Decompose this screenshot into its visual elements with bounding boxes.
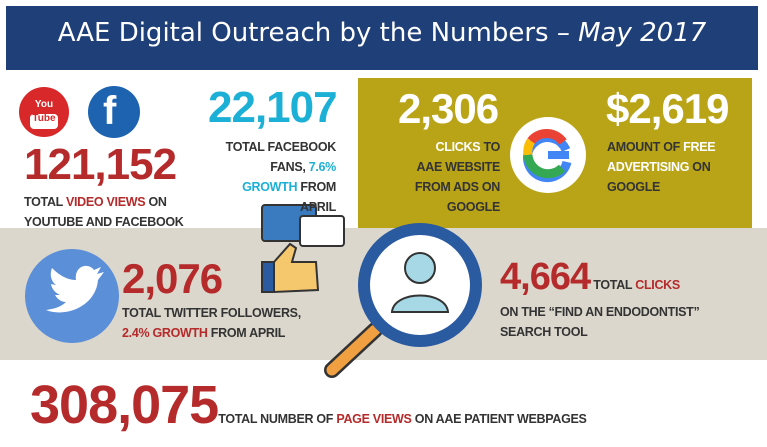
stat-caption: TOTAL VIDEO VIEWS ON YOUTUBE AND FACEBOO… xyxy=(24,192,184,232)
google-g-green xyxy=(523,154,566,179)
thumb-cuff xyxy=(261,261,275,293)
stat-caption: TOTAL TWITTER FOLLOWERS, 2.4% GROWTH FRO… xyxy=(122,303,307,343)
caption-part: CLICKS xyxy=(435,140,481,154)
facebook-f: f xyxy=(103,89,117,133)
stat-number: $2,619 xyxy=(606,85,729,132)
youtube-you: You xyxy=(34,99,54,110)
caption-part: ON GOOGLE xyxy=(607,160,711,194)
caption-part: ON THE “FIND AN ENDODONTIST” SEARCH TOOL xyxy=(500,305,700,339)
caption-part: TOTAL xyxy=(590,278,636,292)
caption-part: VIDEO VIEWS xyxy=(65,195,146,209)
caption-part: TOTAL TWITTER FOLLOWERS, xyxy=(122,306,301,320)
twitter-bird xyxy=(46,265,104,313)
chat-bubble-2 xyxy=(299,215,345,247)
stat-block: 4,664 TOTAL CLICKS ON THE “FIND AN ENDOD… xyxy=(500,258,740,342)
magnifier-lens xyxy=(358,223,482,347)
youtube-tube-box xyxy=(30,114,58,129)
header-title: AAE Digital Outreach by the Numbers – Ma… xyxy=(6,18,758,48)
google-g-yellow xyxy=(523,138,535,156)
title-month: May 2017 xyxy=(578,18,707,48)
stat-number: 308,075 xyxy=(30,375,219,435)
youtube-logo-text: You Tube xyxy=(30,100,58,124)
stat-number: 4,664 xyxy=(500,256,591,298)
caption-part: CLICKS xyxy=(635,278,680,292)
stat-block: 308,075TOTAL NUMBER OF PAGE VIEWS ON AAE… xyxy=(30,378,587,432)
caption-part: FROM APRIL xyxy=(207,326,286,340)
caption-part: TOTAL FACEBOOK FANS, xyxy=(225,140,337,174)
stat-number: 2,076 xyxy=(122,255,223,302)
title-text: AAE Digital Outreach by the Numbers – xyxy=(57,18,579,48)
caption-part: ON AAE PATIENT WEBPAGES xyxy=(411,412,587,426)
person-body xyxy=(390,294,450,313)
person-head xyxy=(404,252,436,284)
caption-part: FROM APRIL xyxy=(297,180,336,214)
caption-part: TO AAE WEBSITE FROM ADS ON GOOGLE xyxy=(414,140,500,214)
google-g-bar xyxy=(548,151,569,159)
thumb-hand xyxy=(273,242,320,294)
stat-number: 2,306 xyxy=(398,85,499,132)
caption-part: PAGE VIEWS xyxy=(336,412,412,426)
caption-part: 2.4% GROWTH xyxy=(122,326,208,340)
caption-part: AMOUNT OF xyxy=(607,140,684,154)
youtube-tube: Tube xyxy=(32,113,56,124)
facebook-icon xyxy=(88,86,140,138)
caption-part: TOTAL NUMBER OF xyxy=(218,412,337,426)
stat-caption: CLICKS TO AAE WEBSITE FROM ADS ON GOOGLE xyxy=(410,137,500,217)
caption-part: TOTAL xyxy=(24,195,66,209)
caption-part: FREE ADVERTISING xyxy=(607,140,716,174)
google-g-red xyxy=(527,129,567,145)
magnifier-handle xyxy=(326,324,381,376)
header-bar xyxy=(6,6,758,70)
caption-part: ON YOUTUBE AND FACEBOOK xyxy=(24,195,184,229)
stat-number: 22,107 xyxy=(208,83,338,132)
stat-caption: TOTAL FACEBOOK FANS, 7.6% GROWTH FROM AP… xyxy=(212,137,337,217)
stat-caption: AMOUNT OF FREE ADVERTISING ON GOOGLE xyxy=(607,137,717,197)
caption-part: 7.6% GROWTH xyxy=(242,160,336,194)
stat-number: 121,152 xyxy=(24,140,177,189)
